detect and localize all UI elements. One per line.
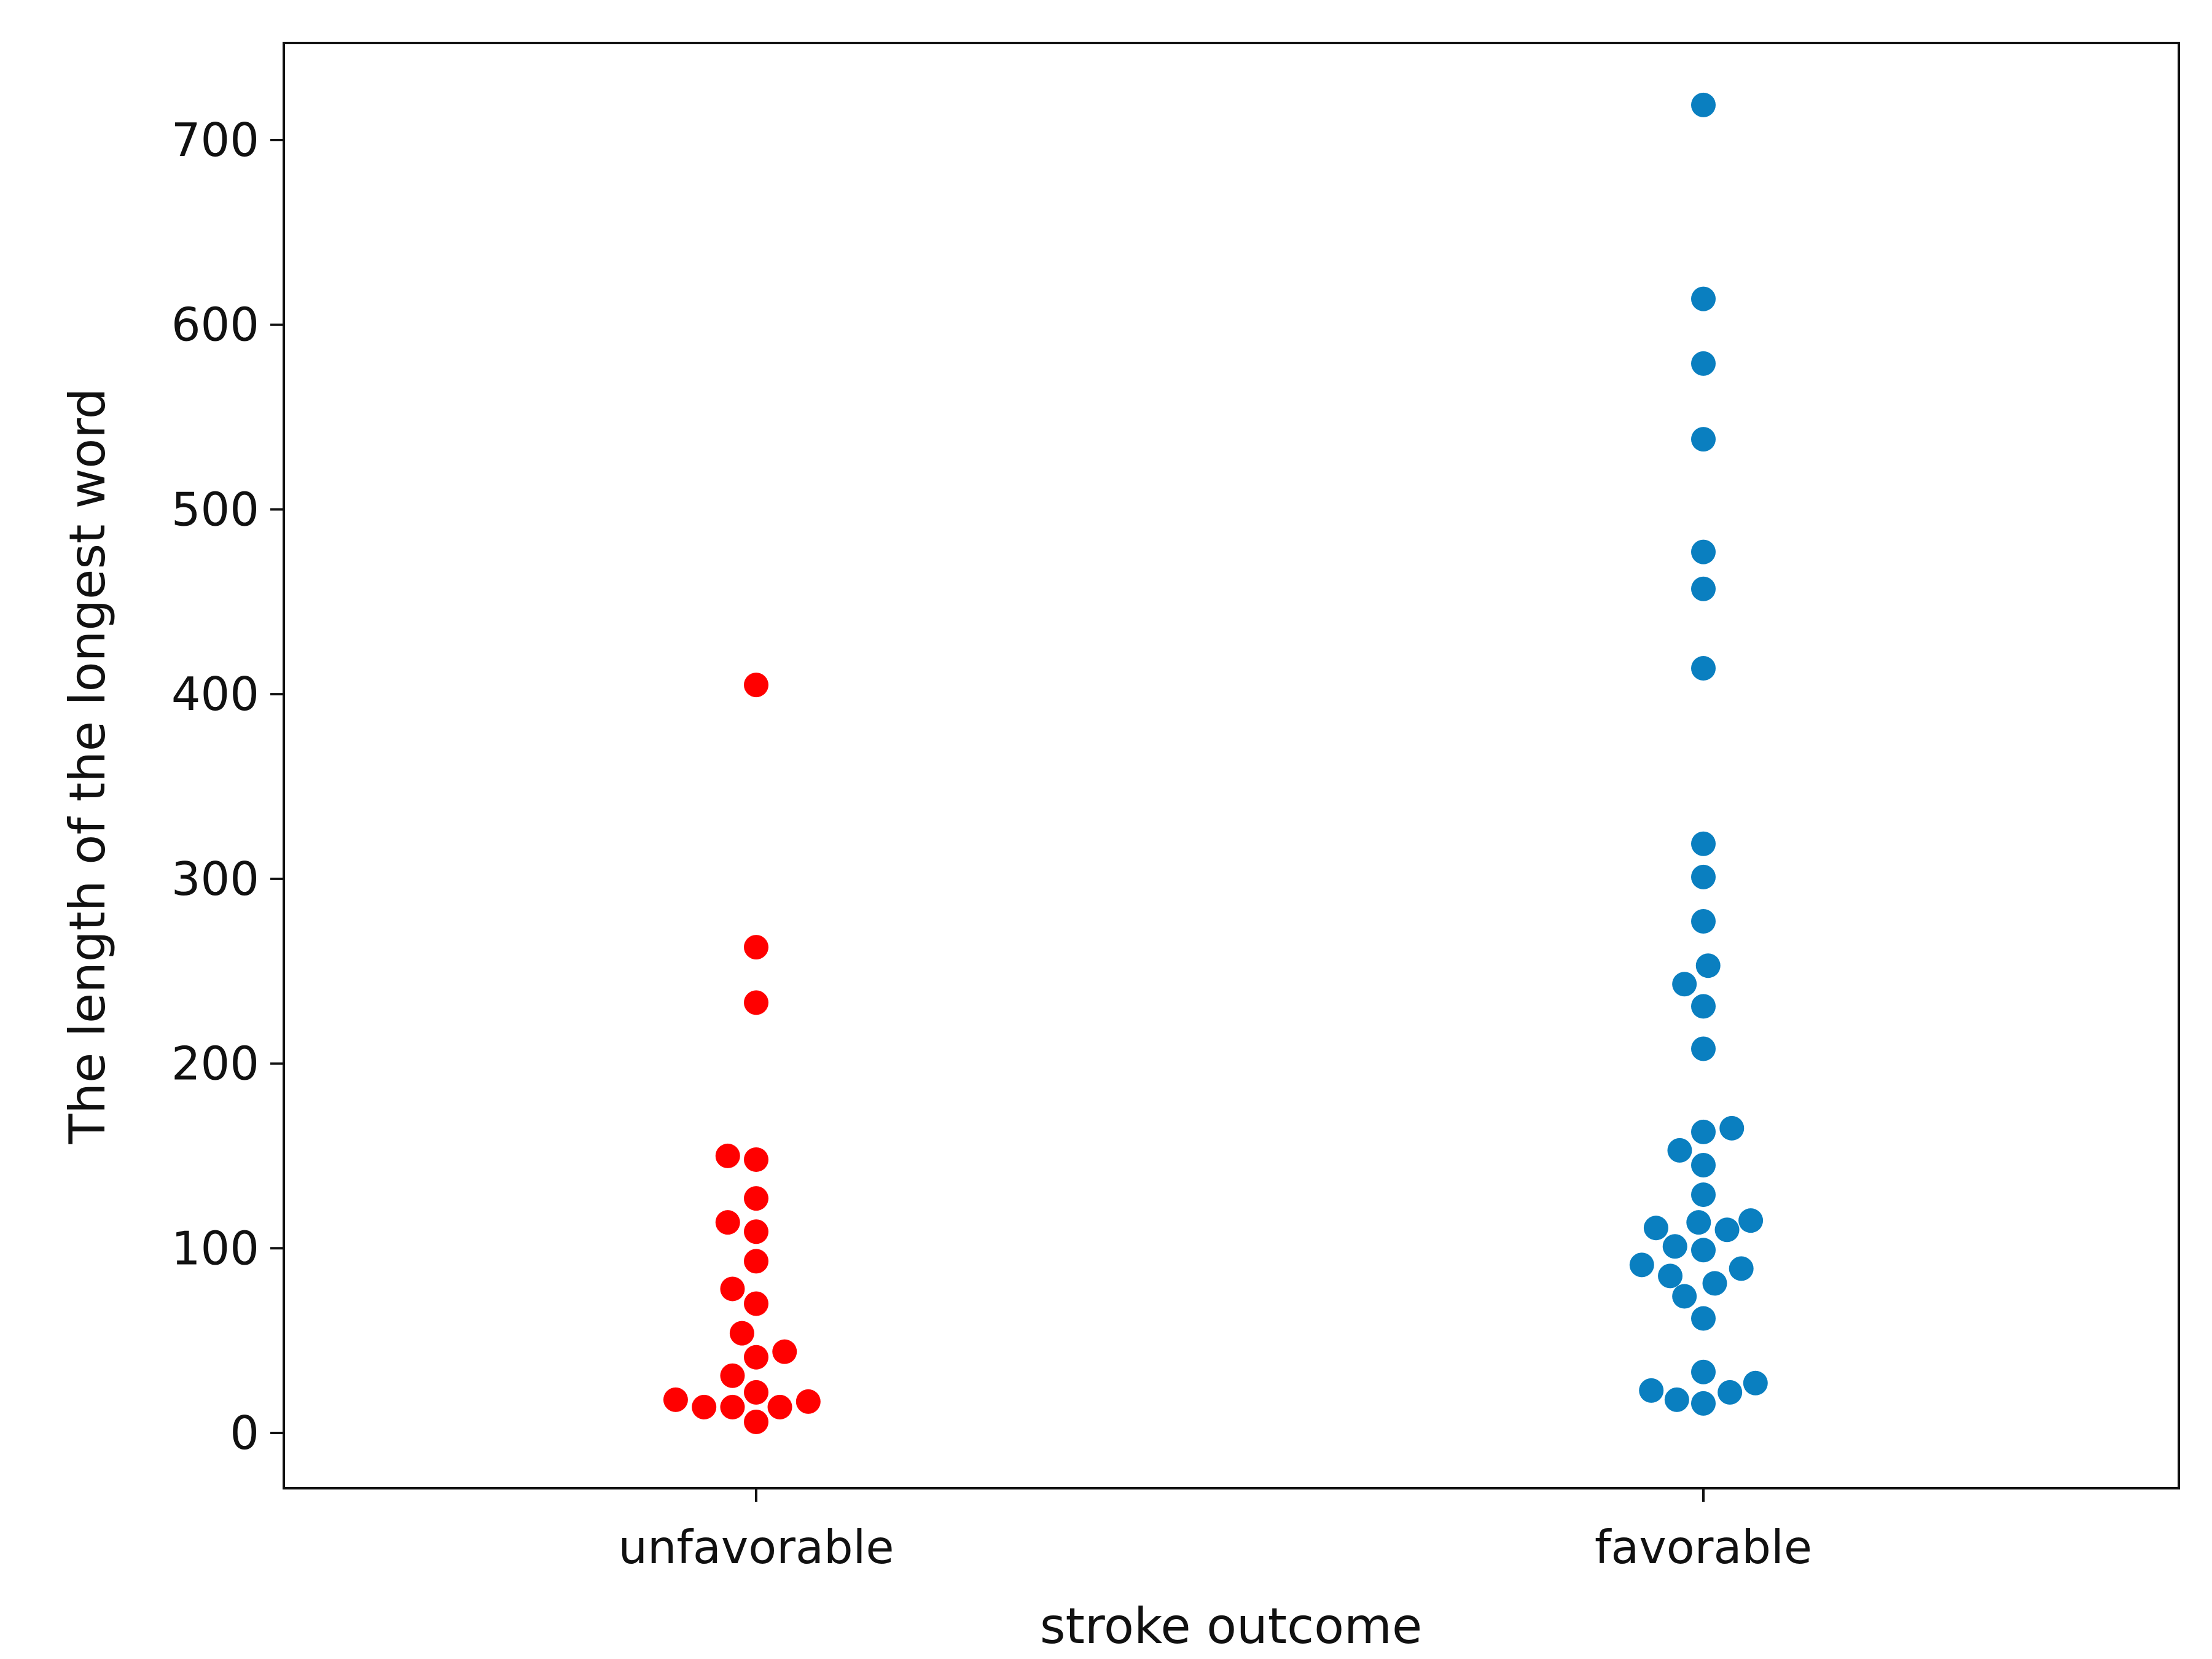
point-favorable [1691, 831, 1716, 856]
point-unfavorable [744, 1291, 768, 1316]
point-favorable [1691, 576, 1716, 601]
point-unfavorable [720, 1394, 745, 1419]
y-tick-label: 700 [171, 113, 259, 167]
point-favorable [1639, 1378, 1664, 1403]
point-unfavorable [715, 1210, 740, 1235]
point-favorable [1702, 1271, 1727, 1296]
point-unfavorable [720, 1363, 745, 1388]
point-unfavorable [720, 1276, 745, 1302]
point-favorable [1691, 351, 1716, 376]
point-unfavorable [744, 1219, 768, 1244]
point-favorable [1672, 1284, 1697, 1309]
point-favorable [1738, 1208, 1764, 1233]
point-unfavorable [767, 1394, 792, 1419]
point-unfavorable [795, 1389, 821, 1414]
point-favorable [1691, 286, 1716, 311]
point-unfavorable [772, 1339, 797, 1364]
y-tick-label: 0 [230, 1406, 259, 1460]
point-favorable [1714, 1217, 1740, 1243]
point-favorable [1691, 656, 1716, 681]
point-favorable [1691, 539, 1716, 564]
x-tick-label-unfavorable: unfavorable [618, 1520, 894, 1574]
point-unfavorable [744, 1249, 768, 1274]
point-unfavorable [715, 1143, 740, 1168]
point-favorable [1691, 1359, 1716, 1384]
point-favorable [1691, 1238, 1716, 1263]
point-favorable [1691, 92, 1716, 117]
y-tick-label: 600 [171, 298, 259, 352]
data-points [663, 92, 1768, 1434]
point-favorable [1743, 1370, 1768, 1396]
point-favorable [1691, 1306, 1716, 1331]
y-axis-label: The length of the longest word [59, 388, 116, 1145]
point-favorable [1691, 1152, 1716, 1177]
point-favorable [1691, 909, 1716, 934]
point-favorable [1691, 427, 1716, 452]
point-favorable [1662, 1234, 1687, 1259]
point-favorable [1719, 1115, 1745, 1141]
point-unfavorable [744, 1380, 768, 1405]
x-tick-label-favorable: favorable [1595, 1520, 1812, 1574]
point-unfavorable [692, 1394, 717, 1419]
point-favorable [1691, 1036, 1716, 1061]
point-favorable [1667, 1138, 1692, 1163]
point-favorable [1643, 1216, 1668, 1241]
y-axis-ticks: 0 100 200 300 400 500 600 700 [171, 113, 284, 1460]
y-tick-label: 400 [171, 667, 259, 721]
point-favorable [1686, 1210, 1711, 1235]
x-axis-ticks: unfavorable favorable [618, 1488, 1812, 1574]
point-unfavorable [729, 1321, 754, 1346]
point-unfavorable [744, 990, 768, 1015]
point-favorable [1691, 1182, 1716, 1208]
y-tick-label: 100 [171, 1221, 259, 1275]
point-favorable [1691, 864, 1716, 889]
point-favorable [1718, 1380, 1743, 1405]
point-favorable [1691, 994, 1716, 1019]
point-unfavorable [744, 935, 768, 960]
y-tick-label: 300 [171, 852, 259, 906]
point-unfavorable [744, 673, 768, 698]
point-unfavorable [744, 1409, 768, 1434]
point-favorable [1664, 1387, 1689, 1412]
point-favorable [1691, 1119, 1716, 1144]
plot-frame [283, 42, 2180, 1489]
point-favorable [1695, 953, 1721, 978]
point-unfavorable [663, 1387, 688, 1412]
point-unfavorable [744, 1345, 768, 1370]
point-favorable [1629, 1252, 1654, 1278]
point-favorable [1672, 972, 1697, 997]
y-tick-label: 500 [171, 482, 259, 536]
x-axis-label: stroke outcome [1040, 1598, 1422, 1655]
point-favorable [1729, 1256, 1754, 1281]
point-favorable [1691, 1391, 1716, 1416]
point-unfavorable [744, 1147, 768, 1172]
point-unfavorable [744, 1186, 768, 1211]
point-favorable [1658, 1263, 1683, 1289]
y-tick-label: 200 [171, 1037, 259, 1091]
